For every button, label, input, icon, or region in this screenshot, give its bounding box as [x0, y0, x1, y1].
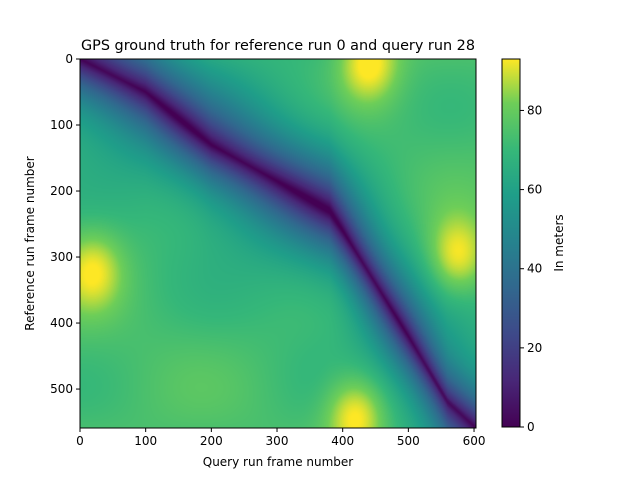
colorbar-tick-label: 60: [527, 183, 542, 197]
axes-frame: [79, 58, 477, 429]
colorbar-tick-label: 0: [527, 420, 535, 434]
y-tick-label: 400: [50, 316, 73, 330]
x-tick-label: 600: [463, 434, 486, 448]
x-tick-label: 300: [266, 434, 289, 448]
colorbar-tick-label: 20: [527, 341, 542, 355]
colorbar: 0 20 40 60 80 In meters: [501, 58, 566, 434]
y-axis-label: Reference run frame number: [23, 156, 37, 331]
y-tick-label: 100: [50, 118, 73, 132]
heatmap-image: [80, 59, 476, 428]
x-tick-label: 200: [200, 434, 223, 448]
colorbar-tick-label: 40: [527, 262, 542, 276]
colorbar-ticks: 0 20 40 60 80: [520, 103, 542, 434]
y-tick-label: 300: [50, 250, 73, 264]
y-tick-label: 0: [65, 52, 73, 66]
x-tick-label: 400: [331, 434, 354, 448]
y-tick-label: 500: [50, 382, 73, 396]
chart-title: GPS ground truth for reference run 0 and…: [81, 38, 475, 54]
x-axis-ticks: 0 100 200 300 400 500 600: [76, 428, 485, 448]
colorbar-label: In meters: [552, 214, 566, 271]
heatmap-plot-area: [79, 58, 477, 429]
x-tick-label: 0: [76, 434, 84, 448]
y-tick-label: 200: [50, 184, 73, 198]
colorbar-gradient: [501, 58, 521, 428]
y-axis-ticks: 0 100 200 300 400 500: [50, 52, 80, 396]
x-tick-label: 500: [397, 434, 420, 448]
colorbar-tick-label: 80: [527, 103, 542, 117]
x-tick-label: 100: [134, 434, 157, 448]
x-axis-label: Query run frame number: [203, 455, 354, 469]
